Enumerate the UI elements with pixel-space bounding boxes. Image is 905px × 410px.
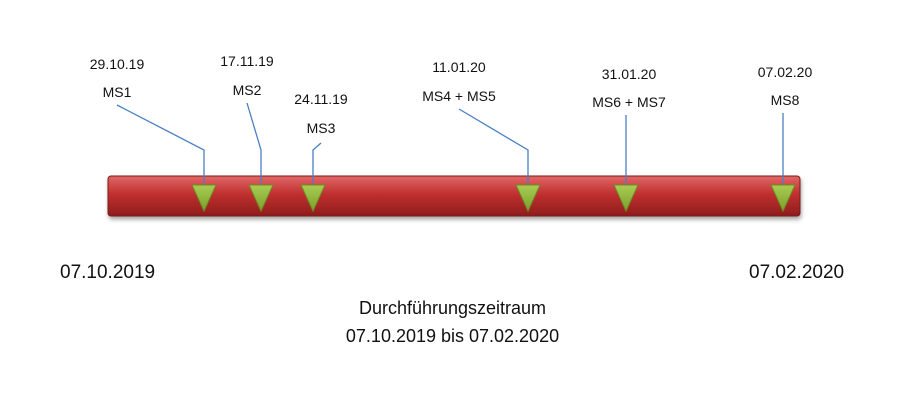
milestone-name: MS2: [233, 82, 262, 98]
milestone-marker: [191, 184, 217, 213]
milestone-name: MS4 + MS5: [422, 88, 496, 104]
milestone-date: 07.02.20: [758, 64, 813, 80]
milestone-connector: [312, 142, 322, 186]
milestone-date: 24.11.19: [294, 91, 348, 107]
milestone-date: 31.01.20: [602, 66, 657, 82]
milestone-date: 29.10.19: [90, 56, 145, 72]
timeline-bar: [107, 175, 801, 217]
milestone-date: 11.01.20: [432, 59, 486, 75]
milestone-marker: [613, 184, 639, 213]
milestone-marker: [770, 184, 796, 213]
milestone-name: MS3: [307, 120, 336, 136]
milestone-marker: [300, 184, 326, 213]
milestone-date: 17.11.19: [220, 53, 274, 69]
milestone-marker: [248, 184, 274, 213]
milestone-name: MS1: [103, 84, 132, 100]
caption-title: Durchführungszeitraum: [358, 298, 547, 318]
milestone-name: MS6 + MS7: [592, 94, 666, 110]
milestone-connector: [246, 102, 262, 186]
timeline-start-label: 07.10.2019: [60, 262, 156, 283]
milestone-connector: [458, 108, 529, 186]
milestone-name: MS8: [771, 92, 800, 108]
caption-range: 07.10.2019 bis 07.02.2020: [345, 326, 560, 346]
milestone-marker: [515, 184, 541, 213]
milestone-connector: [116, 104, 205, 186]
milestones-layer: 29.10.19 MS1 17.11.19 MS2 24.11.19 MS3 11.01.2…: [90, 53, 813, 213]
timeline-end-label: 07.02.2020: [749, 262, 845, 283]
